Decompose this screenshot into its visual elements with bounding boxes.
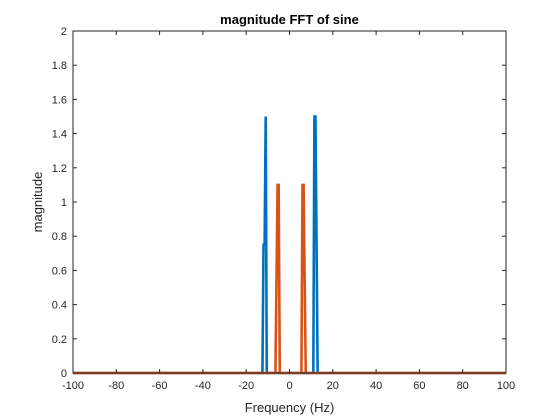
x-tick-label: 80 [457, 380, 469, 392]
x-tick-label: 100 [497, 380, 515, 392]
x-tick-label: 60 [413, 380, 425, 392]
y-tick-label: 0 [61, 368, 67, 380]
plot-background [73, 31, 506, 373]
y-tick-label: 1.2 [52, 163, 67, 175]
x-tick-label: -40 [195, 380, 211, 392]
y-tick-label: 2 [61, 26, 67, 38]
x-tick-label: -80 [108, 380, 124, 392]
x-tick-label: 20 [327, 380, 339, 392]
x-axis-label: Frequency (Hz) [245, 400, 335, 415]
y-tick-label: 0.8 [52, 231, 67, 243]
x-tick-label: 0 [286, 380, 292, 392]
x-tick-label: 40 [370, 380, 382, 392]
y-tick-label: 0.2 [52, 334, 67, 346]
y-tick-label: 0.4 [52, 300, 67, 312]
y-tick-label: 1.4 [52, 129, 67, 141]
y-tick-label: 1.8 [52, 60, 67, 72]
chart-title: magnitude FFT of sine [220, 12, 359, 27]
y-tick-label: 1.6 [52, 94, 67, 106]
y-axis-label: magnitude [30, 172, 45, 233]
y-tick-label: 1 [61, 197, 67, 209]
y-tick-label: 0.6 [52, 265, 67, 277]
x-tick-label: -60 [152, 380, 168, 392]
x-tick-label: -100 [62, 380, 84, 392]
x-tick-label: -20 [238, 380, 254, 392]
